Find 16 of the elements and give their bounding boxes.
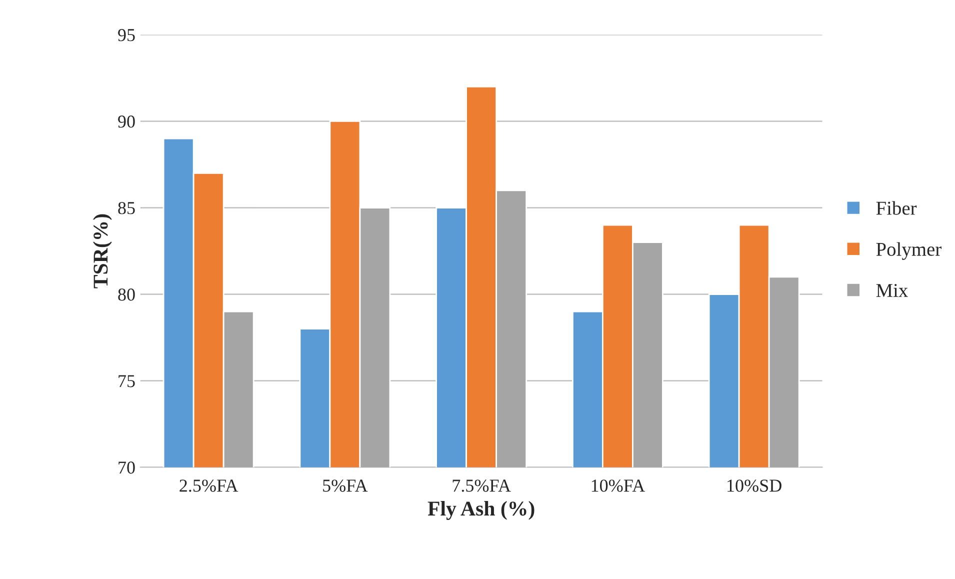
legend-label: Fiber xyxy=(876,201,917,215)
y-tick-label: 90 xyxy=(118,116,135,128)
x-tick-label: 10%SD xyxy=(728,480,782,492)
y-tick-label: 75 xyxy=(118,375,135,388)
x-axis-title: Fly Ash (%) xyxy=(428,500,534,520)
x-tick-label: 7.5%FA xyxy=(452,480,511,492)
y-tick-label: 80 xyxy=(118,288,135,301)
legend-label: Polymer xyxy=(876,242,942,260)
y-tick-label: 70 xyxy=(118,462,135,474)
y-tick-label: 95 xyxy=(118,29,135,42)
x-tick-label: 2.5%FA xyxy=(180,480,238,492)
y-tick-label: 85 xyxy=(118,202,135,214)
y-axis-title: TSR(%) xyxy=(93,214,112,288)
x-tick-label: 10%FA xyxy=(592,480,645,492)
legend-label: Mix xyxy=(876,284,908,297)
x-tick-label: 5%FA xyxy=(323,480,368,492)
